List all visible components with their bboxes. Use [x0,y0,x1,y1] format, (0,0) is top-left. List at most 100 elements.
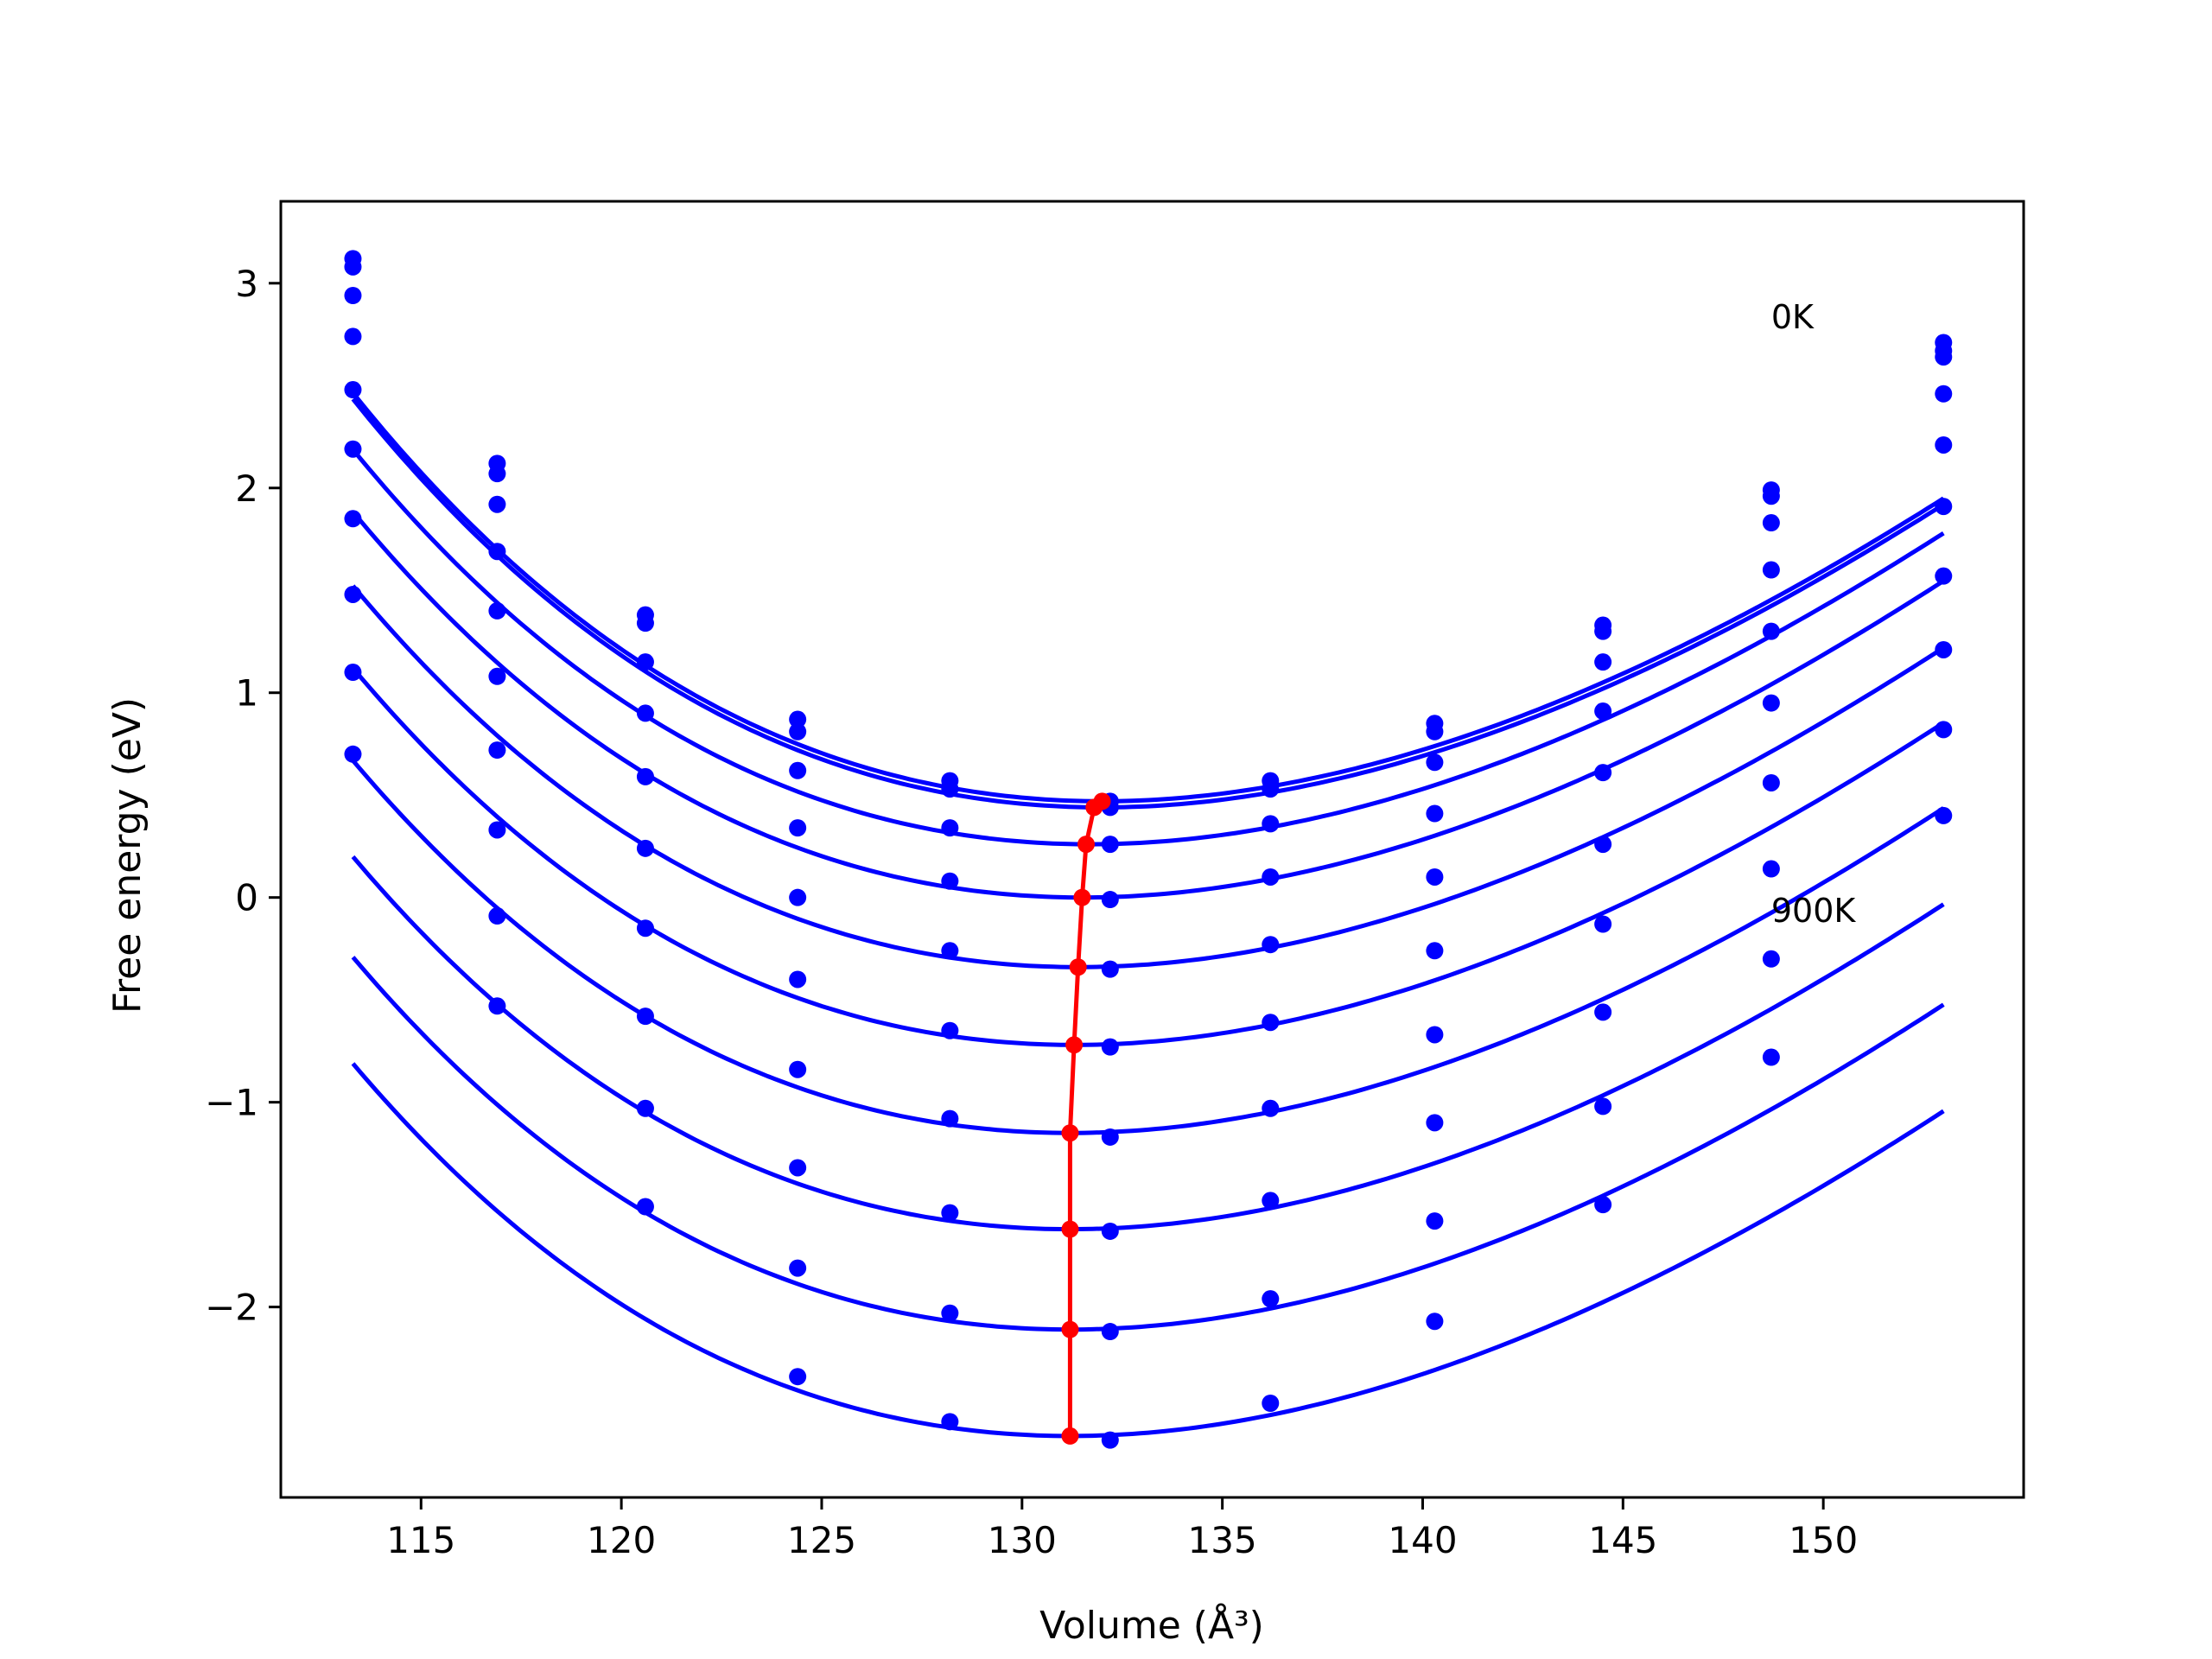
fit-curve-300K [351,510,1945,900]
data-point [1762,514,1780,532]
data-point [1101,1222,1119,1240]
axes-group: 115 120 125 130 135 140 145 150 −2 −1 0 1 2 3 [205,200,2025,1561]
data-point [789,1159,807,1177]
x-tick-label: 135 [1188,1519,1257,1561]
data-point [344,510,362,528]
data-point [941,872,959,890]
data-point [488,907,506,925]
fit-curve-0K [351,391,1945,804]
data-point [1262,868,1280,886]
data-point [1262,1290,1280,1308]
data-point [636,614,654,632]
x-tick-label: 145 [1588,1519,1657,1561]
data-point [1762,561,1780,579]
data-point [1935,721,1953,739]
data-point [941,819,959,837]
series-group [344,250,1953,1449]
data-point [789,819,807,837]
series-0K [344,250,1953,810]
fit-curve-100K [351,397,1945,810]
data-point [1426,942,1444,960]
series-100K [344,257,1953,817]
data-point [789,710,807,728]
data-point [1594,622,1612,640]
data-point [789,761,807,779]
data-point [1762,622,1780,640]
x-tick-label: 130 [988,1519,1057,1561]
data-point [1935,498,1953,516]
data-point [1935,385,1953,403]
data-point [1101,836,1119,854]
data-point [1935,806,1953,824]
data-point [1426,1114,1444,1132]
data-point [488,465,506,483]
data-point [1935,640,1953,658]
data-point [1426,868,1444,886]
data-point [1262,936,1280,954]
data-point [1762,950,1780,968]
equilibrium-point [1061,1220,1079,1238]
data-point [1594,1003,1612,1021]
equilibrium-point [1077,836,1095,854]
fit-curve-800K [351,956,1945,1332]
data-point [488,821,506,839]
data-point [636,1099,654,1117]
data-point [636,767,654,785]
data-point [636,1007,654,1026]
data-point [1762,694,1780,712]
data-point [941,1204,959,1222]
data-point [1426,1026,1444,1044]
data-point [488,997,506,1015]
data-point [344,440,362,458]
data-point [1426,1212,1444,1230]
series-400K [344,381,1953,978]
data-point [344,327,362,346]
data-point [488,543,506,561]
data-point [488,667,506,685]
data-point [344,381,362,399]
data-point [789,722,807,741]
series-700K [344,585,1953,1240]
data-point [1101,1323,1119,1341]
data-point [636,919,654,938]
data-point [941,942,959,960]
annotation-0k: 0K [1771,298,1815,336]
equilibrium-point [1061,1320,1079,1338]
data-point [1594,915,1612,933]
fit-curve-200K [351,448,1945,847]
y-tick-label: 0 [235,877,258,919]
annotation-900k: 900K [1771,892,1857,930]
x-tick-label: 115 [386,1519,455,1561]
data-point [636,704,654,722]
series-900K [344,745,1953,1449]
x-tick-label: 150 [1789,1519,1858,1561]
data-point [941,1021,959,1039]
equilibrium-point [1085,798,1103,817]
data-point [636,1198,654,1216]
equilibrium-point [1061,1427,1079,1445]
x-axis-label: Volume (Å³) [1039,1602,1264,1648]
data-point [1762,1048,1780,1066]
fit-curve-700K [351,855,1945,1232]
fit-curve-400K [351,584,1945,969]
data-point [1101,960,1119,978]
data-point [789,1368,807,1386]
data-point [1426,753,1444,772]
equilibrium-line [1067,799,1104,1436]
y-tick-label: 2 [235,467,258,510]
data-point [1426,722,1444,741]
fit-curve-600K [351,759,1945,1135]
y-tick-label: −1 [205,1082,258,1124]
data-point [789,1060,807,1078]
data-point [1262,1394,1280,1412]
x-tick-label: 125 [787,1519,856,1561]
data-point [1426,1313,1444,1331]
data-point [1101,1128,1119,1146]
y-tick-label: 1 [235,672,258,715]
y-tick-label: 3 [235,263,258,305]
fit-curve-500K [351,666,1945,1047]
data-point [789,970,807,988]
x-tick-label: 120 [587,1519,656,1561]
